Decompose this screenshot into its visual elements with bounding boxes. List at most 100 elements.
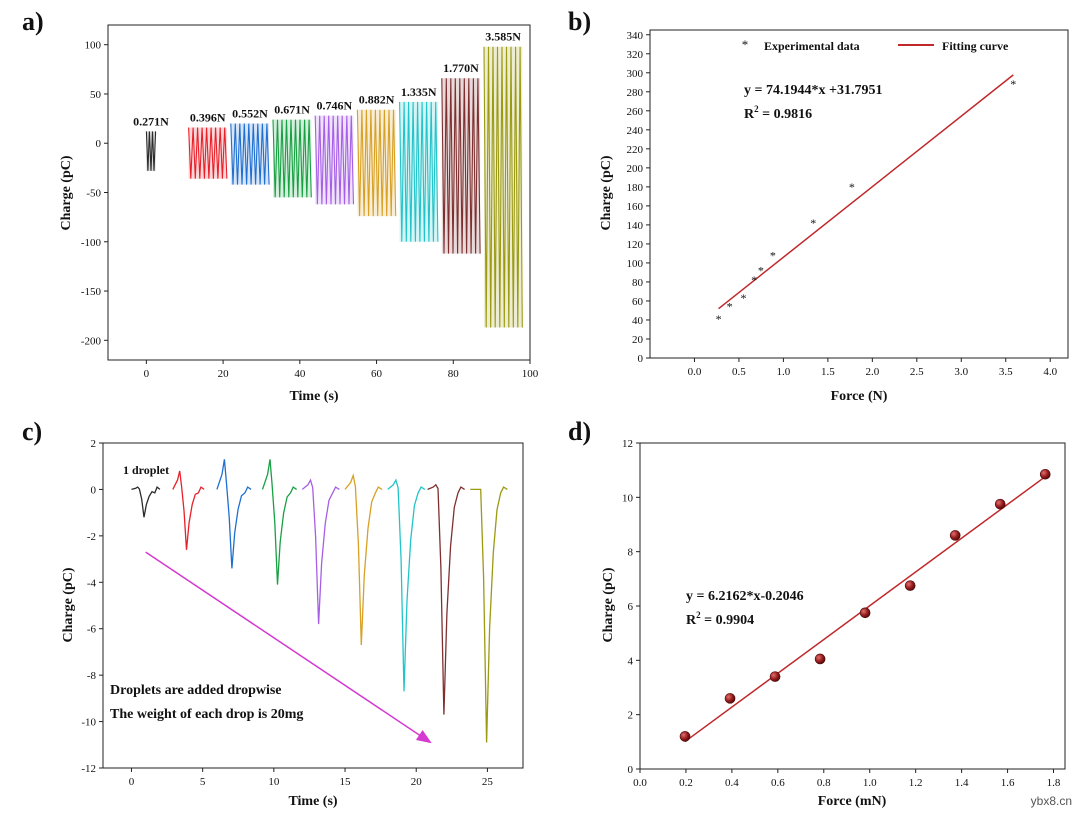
chart-b-xtick-label: 0.5 xyxy=(732,366,746,378)
data-point xyxy=(814,653,826,665)
data-point: * xyxy=(758,264,764,278)
droplet-trace-2 xyxy=(172,470,205,550)
data-point xyxy=(679,731,691,742)
chart-b-r2: R2 = 0.9816 xyxy=(744,104,812,122)
chart-d-ytick-label: 2 xyxy=(628,710,634,722)
chart-b-ytick-label: 260 xyxy=(627,106,644,118)
chart-c-ytick-label: -10 xyxy=(81,717,96,729)
oscillation-band xyxy=(146,131,156,171)
chart-d-ytick-label: 0 xyxy=(628,764,634,776)
chart-d-xtick-label: 1.0 xyxy=(863,777,877,789)
chart-d-xtick-label: 1.4 xyxy=(955,777,969,789)
chart-a-ytick-label: -100 xyxy=(81,237,102,249)
oscillation-trace xyxy=(230,123,270,185)
chart-b-ytick-label: 240 xyxy=(627,125,644,137)
chart-b-r2-sup: 2 xyxy=(754,104,759,114)
chart-d-ytick-label: 8 xyxy=(628,547,634,559)
oscillation-5 xyxy=(314,115,355,205)
chart-b-ytick-label: 140 xyxy=(627,220,644,232)
chart-d-xtick-label: 0.8 xyxy=(817,777,831,789)
chart-b-ytick-label: 220 xyxy=(627,144,644,156)
droplet-trace-6 xyxy=(344,473,383,646)
chart-c-ytick-label: -4 xyxy=(87,577,97,589)
chart-b-ytick-label: 20 xyxy=(632,334,644,346)
chart-a-ytick-label: -50 xyxy=(86,188,101,200)
chart-a-ylabel: Charge (pC) xyxy=(59,155,74,230)
oscillation-trace xyxy=(441,78,481,254)
chart-b-ytick-label: 200 xyxy=(627,163,644,175)
oscillation-4 xyxy=(272,119,312,198)
watermark: ybx8.cn xyxy=(1030,794,1072,808)
data-point: * xyxy=(770,248,776,262)
chart-d-xtick-label: 0.4 xyxy=(725,777,739,789)
panel-a-label: a) xyxy=(22,7,44,36)
chart-b-ytick-label: 100 xyxy=(627,258,644,270)
chart-b-ytick-label: 120 xyxy=(627,239,644,251)
data-point: * xyxy=(810,216,816,230)
chart-c-xtick-label: 0 xyxy=(129,776,135,788)
annotation-line-1: Droplets are added dropwise xyxy=(110,683,282,698)
chart-b-ytick-label: 160 xyxy=(627,201,644,213)
chart-c-frame xyxy=(102,442,524,769)
chart-d-xlabel: Force (mN) xyxy=(818,794,887,809)
oscillation-9 xyxy=(483,46,523,328)
chart-b-ytick-label: 80 xyxy=(632,277,644,289)
chart-b: b) Force (N) Charge (pC) * Experimental … xyxy=(568,7,1069,404)
chart-c-ytick-label: -12 xyxy=(81,763,96,775)
chart-a-ytick-label: 0 xyxy=(96,138,102,150)
chart-c-ytick-label: 2 xyxy=(91,438,97,450)
chart-a: a) Time (s) Charge (pC) 0 20 40 60 80 100 -200… xyxy=(22,7,539,404)
chart-a-ytick-label: 100 xyxy=(85,40,102,52)
chart-d-r2-suffix: = 0.9904 xyxy=(701,613,754,628)
chart-d: d) Force (mN) Charge (pC) y = 6.2162*x-0… xyxy=(568,417,1066,809)
chart-d-ytick-label: 10 xyxy=(622,492,634,504)
chart-d-xtick-label: 0.6 xyxy=(771,777,785,789)
oscillation-trace xyxy=(145,131,157,171)
oscillation-1 xyxy=(145,131,157,171)
chart-b-xtick-label: 3.0 xyxy=(954,366,968,378)
chart-b-r2-suffix: = 0.9816 xyxy=(759,107,812,122)
data-point xyxy=(949,530,961,541)
chart-d-xtick-label: 1.8 xyxy=(1047,777,1061,789)
oscillation-2 xyxy=(188,127,228,179)
chart-c-xtick-label: 5 xyxy=(200,776,206,788)
chart-a-ytick-label: -150 xyxy=(81,286,102,298)
chart-b-xtick-label: 0.0 xyxy=(688,366,702,378)
panel-d-label: d) xyxy=(568,417,591,446)
data-point: * xyxy=(849,180,855,194)
chart-a-xtick-label: 80 xyxy=(448,368,460,380)
droplet-trace-9 xyxy=(470,486,508,743)
chart-c: c) Time (s) Charge (pC) 1 droplet Drople… xyxy=(22,417,524,809)
chart-c-ytick-label: -6 xyxy=(87,624,97,636)
chart-c-xtick-label: 15 xyxy=(340,776,352,788)
chart-b-legend: * Experimental data Fitting curve xyxy=(742,37,1009,53)
chart-b-equation: y = 74.1944*x +31.7951 xyxy=(744,83,882,98)
chart-d-r2: R2 = 0.9904 xyxy=(686,610,754,628)
chart-a-ytick-label: 50 xyxy=(90,89,102,101)
legend-points-label: Experimental data xyxy=(764,39,860,53)
chart-d-ytick-label: 4 xyxy=(628,655,634,667)
chart-d-xtick-label: 0.0 xyxy=(633,777,647,789)
chart-a-xtick-label: 20 xyxy=(218,368,230,380)
chart-c-xtick-label: 25 xyxy=(482,776,494,788)
chart-d-frame xyxy=(639,442,1066,770)
data-point xyxy=(904,580,916,591)
chart-b-r2-prefix: R xyxy=(744,107,755,122)
chart-b-xtick-label: 2.0 xyxy=(865,366,879,378)
oscillation-trace xyxy=(272,119,312,198)
force-label: 1.335N xyxy=(401,85,437,99)
droplet-trace-1 xyxy=(131,486,161,518)
chart-a-xtick-label: 60 xyxy=(371,368,383,380)
chart-a-xtick-label: 40 xyxy=(294,368,306,380)
oscillation-8 xyxy=(441,78,481,254)
chart-b-frame xyxy=(649,29,1069,359)
chart-c-xtick-label: 10 xyxy=(268,776,280,788)
force-label: 0.671N xyxy=(274,103,310,117)
oscillation-trace xyxy=(314,115,355,205)
chart-b-xtick-label: 1.5 xyxy=(821,366,835,378)
chart-c-ytick-label: -8 xyxy=(87,670,97,682)
panel-b-label: b) xyxy=(568,7,591,36)
chart-b-ytick-label: 40 xyxy=(632,315,644,327)
droplet-trace-8 xyxy=(427,483,465,715)
chart-b-ytick-label: 280 xyxy=(627,87,644,99)
